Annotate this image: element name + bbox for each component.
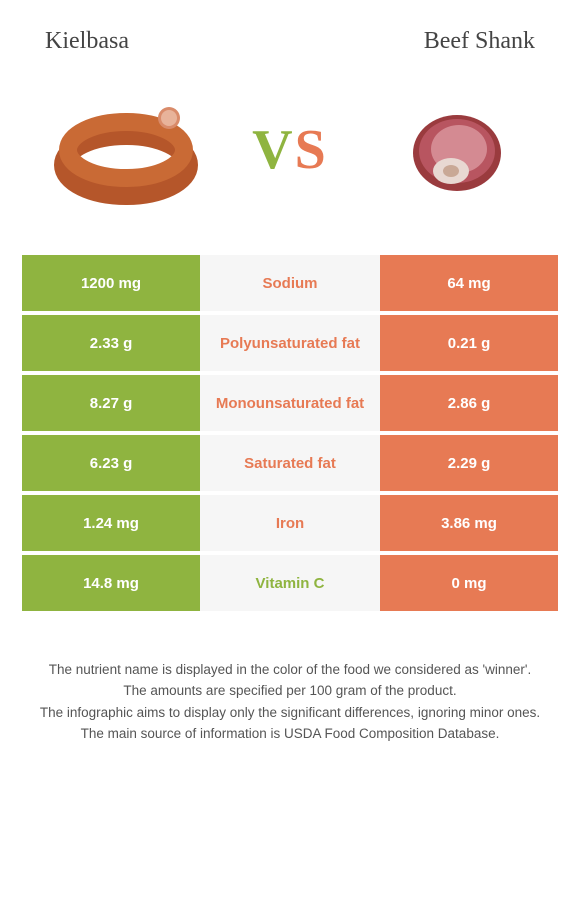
table-row: 1.24 mg Iron 3.86 mg [22,495,558,551]
left-value: 14.8 mg [22,555,200,611]
footer-notes: The nutrient name is displayed in the co… [0,615,580,744]
right-value: 64 mg [380,255,558,311]
left-value: 1200 mg [22,255,200,311]
nutrient-label: Iron [200,495,380,551]
right-food-title: Beef Shank [424,28,535,55]
left-value: 8.27 g [22,375,200,431]
nutrient-label: Polyunsaturated fat [200,315,380,371]
footer-line: The nutrient name is displayed in the co… [25,660,555,680]
nutrient-label: Sodium [200,255,380,311]
left-food-title: Kielbasa [45,28,129,55]
right-value: 0.21 g [380,315,558,371]
footer-line: The amounts are specified per 100 gram o… [25,681,555,701]
left-value: 6.23 g [22,435,200,491]
table-row: 2.33 g Polyunsaturated fat 0.21 g [22,315,558,371]
footer-line: The infographic aims to display only the… [25,703,555,723]
left-value: 1.24 mg [22,495,200,551]
table-row: 8.27 g Monounsaturated fat 2.86 g [22,375,558,431]
beef-shank-image [369,90,539,210]
nutrient-label: Monounsaturated fat [200,375,380,431]
right-value: 2.29 g [380,435,558,491]
right-value: 2.86 g [380,375,558,431]
header: Kielbasa Beef Shank [0,0,580,65]
table-row: 14.8 mg Vitamin C 0 mg [22,555,558,611]
nutrient-label: Vitamin C [200,555,380,611]
footer-line: The main source of information is USDA F… [25,724,555,744]
right-value: 0 mg [380,555,558,611]
images-row: VS [0,65,580,255]
vs-v-letter: V [252,119,294,181]
vs-label: VS [252,118,328,182]
table-row: 1200 mg Sodium 64 mg [22,255,558,311]
nutrient-table: 1200 mg Sodium 64 mg 2.33 g Polyunsatura… [0,255,580,611]
kielbasa-image [41,90,211,210]
left-value: 2.33 g [22,315,200,371]
table-row: 6.23 g Saturated fat 2.29 g [22,435,558,491]
right-value: 3.86 mg [380,495,558,551]
vs-s-letter: S [295,119,328,181]
nutrient-label: Saturated fat [200,435,380,491]
